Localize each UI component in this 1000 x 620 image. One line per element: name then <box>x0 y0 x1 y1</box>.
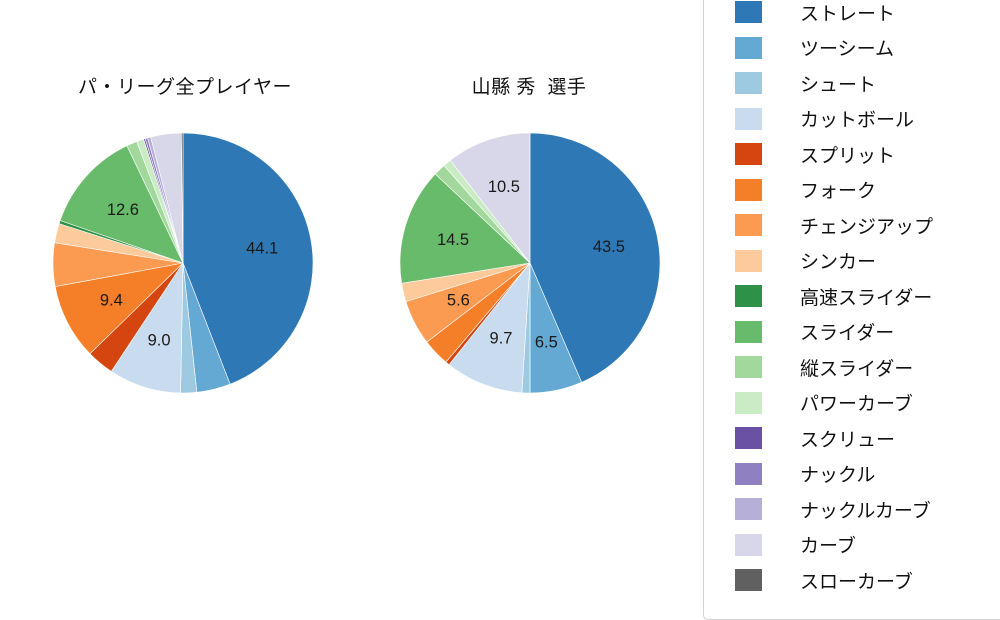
legend-swatch <box>735 498 762 520</box>
pie-slice-ストレート <box>182 132 314 385</box>
legend-swatch <box>735 427 762 449</box>
pie-slice-ストレート <box>529 132 661 383</box>
pie-slice-カットボール <box>448 262 531 394</box>
legend-item-9: スライダー <box>735 320 1000 344</box>
legend-item-6: チェンジアップ <box>735 214 1000 238</box>
slice-value-label: 9.0 <box>148 332 171 350</box>
legend: ストレートツーシームシュートカットボール スプリットフォークチェンジアップ シンカー… <box>703 0 1000 620</box>
legend-item-14: ナックルカーブ <box>735 498 1000 522</box>
legend-label: ナックルカーブ <box>800 500 931 522</box>
legend-item-11: パワーカーブ <box>735 391 1000 415</box>
legend-item-3: カットボール <box>735 107 1000 131</box>
legend-swatch <box>735 72 762 94</box>
legend-item-5: フォーク <box>735 178 1000 202</box>
right-chart-title: 山縣 秀 選手 <box>471 77 587 98</box>
legend-item-2: シュート <box>735 72 1000 96</box>
legend-swatch <box>735 533 762 556</box>
slice-value-label: 6.5 <box>535 333 558 351</box>
pie-slice-スライダー <box>399 173 531 284</box>
legend-label: ストレート <box>800 3 896 25</box>
pitch-type-comparison-figure: パ・リーグ全プレイヤー 山縣 秀 選手 44.1 9.0 9.4 12.6 43.5 6… <box>52 0 1000 620</box>
legend-swatch <box>735 462 762 485</box>
legend-label: チェンジアップ <box>800 216 934 238</box>
legend-item-12: スクリュー <box>735 427 1000 451</box>
left-chart-title: パ・リーグ全プレイヤー <box>78 77 292 98</box>
slice-value-label: 9.7 <box>490 330 513 348</box>
legend-item-15: カーブ <box>735 533 1000 557</box>
slice-value-label: 12.6 <box>107 201 139 219</box>
legend-swatch <box>735 249 762 272</box>
legend-label: ツーシーム <box>800 39 895 60</box>
legend-label: スライダー <box>800 323 895 344</box>
legend-label: スプリット <box>800 145 896 167</box>
legend-swatch <box>735 107 762 130</box>
legend-swatch <box>735 143 762 165</box>
pie-chart-player: 43.5 6.5 9.7 5.6 14.5 10.5 <box>399 132 661 394</box>
legend-swatch <box>735 356 762 378</box>
legend-label: 縦スライダー <box>800 358 914 380</box>
legend-label: 高速スライダー <box>800 287 933 309</box>
legend-swatch <box>735 36 762 59</box>
legend-swatch <box>735 178 762 201</box>
legend-swatch <box>735 214 762 236</box>
legend-label: スクリュー <box>800 429 896 451</box>
legend-item-10: 縦スライダー <box>735 356 1000 380</box>
legend-item-4: スプリット <box>735 143 1000 167</box>
legend-item-8: 高速スライダー <box>735 285 1000 309</box>
legend-label: パワーカーブ <box>800 394 913 415</box>
legend-label: カーブ <box>800 536 856 557</box>
legend-label: シンカー <box>800 252 877 273</box>
pie-slice-スライダー <box>59 145 184 264</box>
legend-label: ナックル <box>800 465 876 486</box>
legend-item-13: ナックル <box>735 462 1000 486</box>
slice-value-label: 43.5 <box>593 238 625 256</box>
legend-item-1: ツーシーム <box>735 36 1000 60</box>
legend-swatch <box>735 285 762 307</box>
legend-swatch <box>735 391 762 414</box>
pie-slice-スローカーブ <box>181 132 184 264</box>
slice-value-label: 5.6 <box>447 292 470 310</box>
pie-slice-フォーク <box>54 262 184 355</box>
pie-chart-league-average: 44.1 9.0 9.4 12.6 <box>52 132 314 394</box>
legend-item-16: スローカーブ <box>735 569 1000 593</box>
slice-value-label: 9.4 <box>100 292 123 310</box>
slice-value-label: 44.1 <box>246 240 278 258</box>
legend-label: フォーク <box>800 181 877 202</box>
slice-value-label: 10.5 <box>488 178 520 196</box>
legend-label: シュート <box>800 74 877 96</box>
legend-swatch <box>735 569 762 591</box>
slice-value-label: 14.5 <box>437 231 469 249</box>
legend-label: スローカーブ <box>800 571 913 593</box>
legend-swatch <box>735 1 762 23</box>
legend-swatch <box>735 320 762 343</box>
legend-item-0: ストレート <box>735 1 1000 25</box>
legend-item-7: シンカー <box>735 249 1000 273</box>
pie-slice-カーブ <box>449 132 531 264</box>
legend-label: カットボール <box>800 110 915 131</box>
